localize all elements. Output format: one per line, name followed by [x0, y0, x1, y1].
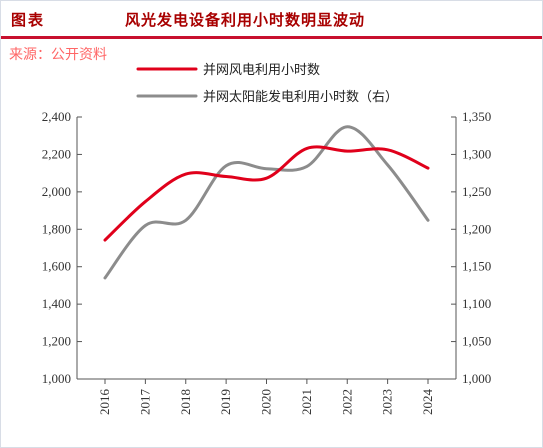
x-tick-label: 2021 [299, 389, 314, 415]
chart-header: 图表 风光发电设备利用小时数明显波动 [0, 0, 543, 40]
legend-label-wind: 并网风电利用小时数 [203, 63, 320, 78]
x-tick-label: 2018 [178, 389, 193, 415]
x-tick-label: 2024 [420, 389, 435, 416]
left-y-tick-label: 1,200 [42, 334, 71, 349]
figure-label: 图表 [11, 11, 46, 29]
x-tick-label: 2019 [218, 389, 233, 415]
axes: 1,000 1,200 1,400 1,600 1,800 2,000 2,200 2,400… [42, 109, 492, 415]
legend-label-solar: 并网太阳能发电利用小时数（右） [203, 89, 398, 105]
right-y-tick-label: 1,350 [462, 109, 491, 124]
header-divider [0, 36, 543, 39]
legend: 并网风电利用小时数 并网太阳能发电利用小时数（右） [136, 63, 398, 105]
right-y-tick-label: 1,200 [462, 221, 491, 236]
series-line-solar [103, 125, 430, 280]
x-tick-label: 2017 [137, 389, 152, 416]
right-y-tick-label: 1,050 [462, 334, 491, 349]
x-tick-label: 2022 [339, 389, 354, 415]
left-y-tick-label: 2,200 [42, 146, 71, 161]
left-y-tick-label: 1,800 [42, 221, 71, 236]
x-tick-label: 2023 [380, 389, 395, 415]
x-tick-label: 2020 [259, 389, 274, 415]
left-y-tick-label: 2,400 [42, 109, 71, 124]
right-y-tick-label: 1,250 [462, 184, 491, 199]
series-line-wind [103, 145, 430, 242]
right-y-tick-label: 1,100 [462, 296, 491, 311]
right-y-tick-label: 1,000 [462, 371, 491, 386]
right-y-tick-label: 1,150 [462, 259, 491, 274]
source-note: 来源：公开资料 [9, 47, 107, 63]
plot-area [103, 125, 430, 280]
x-tick-label: 2016 [97, 389, 112, 416]
chart-title: 风光发电设备利用小时数明显波动 [125, 11, 366, 29]
right-y-tick-label: 1,300 [462, 146, 491, 161]
left-y-tick-label: 2,000 [42, 184, 71, 199]
left-y-tick-label: 1,400 [42, 296, 71, 311]
left-y-tick-label: 1,000 [42, 371, 71, 386]
left-y-tick-label: 1,600 [42, 259, 71, 274]
